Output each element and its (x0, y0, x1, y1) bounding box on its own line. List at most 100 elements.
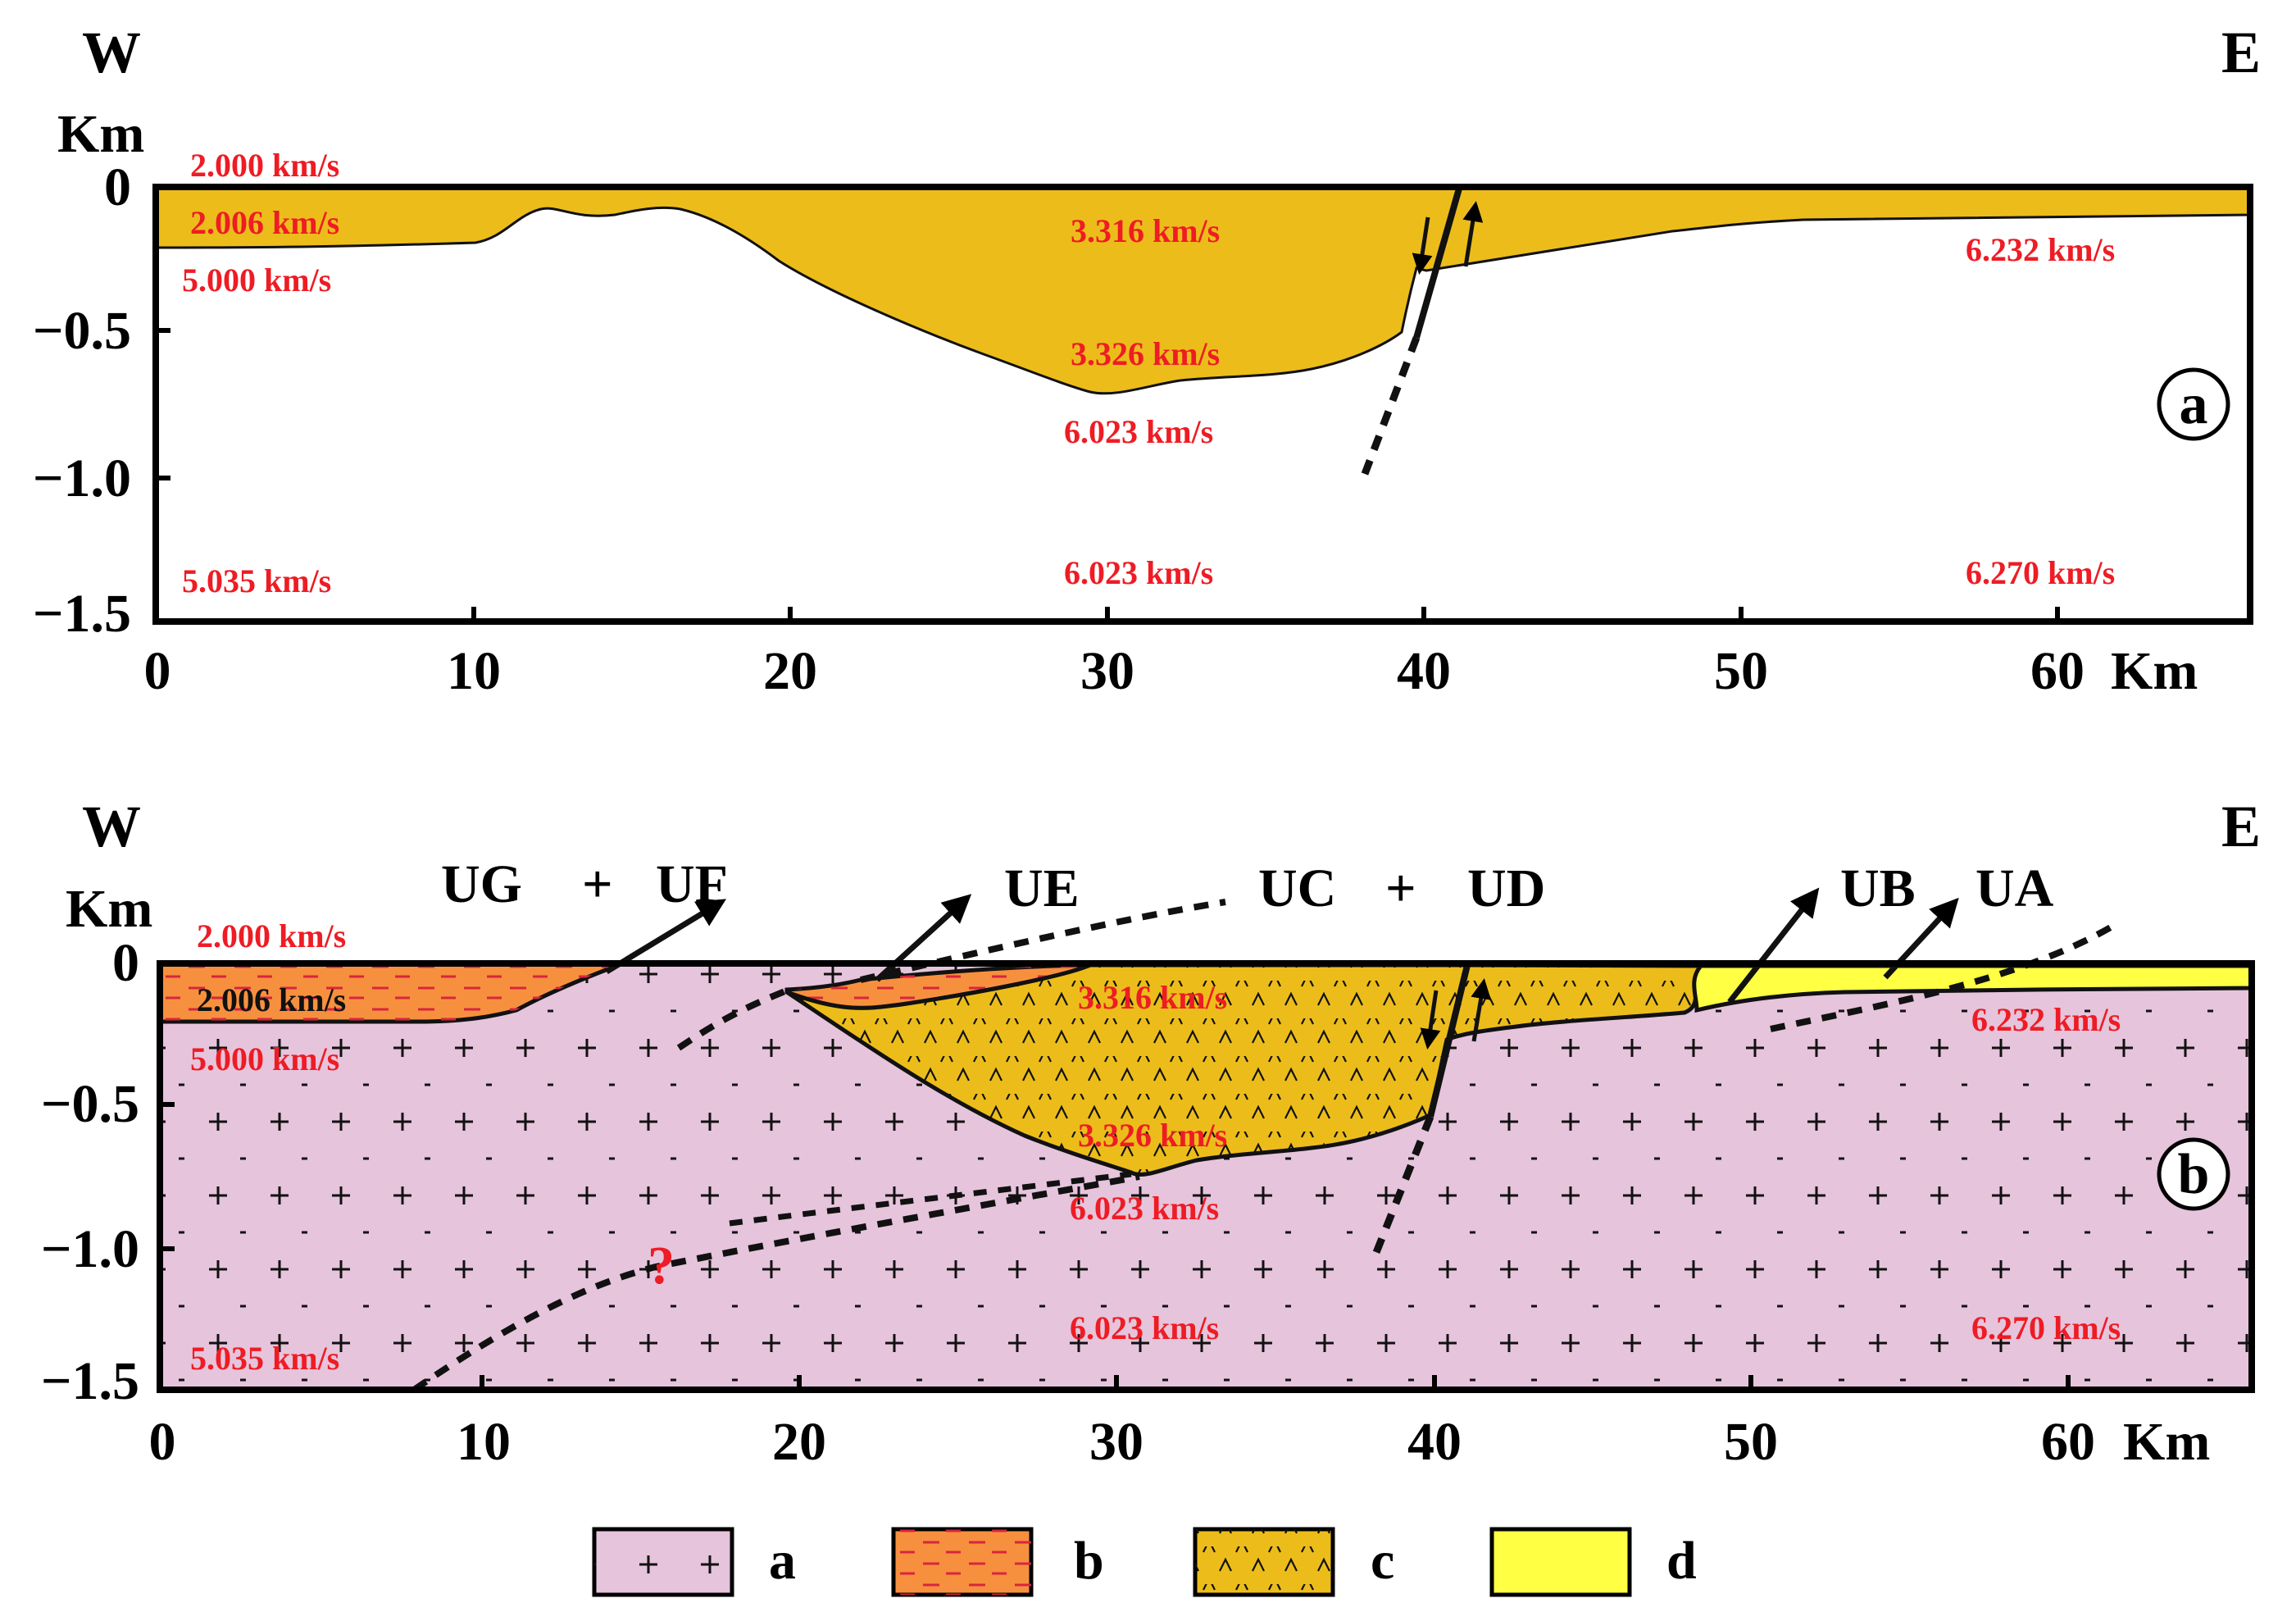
y-unit-label-a: Km (57, 104, 144, 164)
x-tick-label: 20 (772, 1412, 826, 1472)
fault-dashed-a (1361, 336, 1421, 476)
y-tick-label: −1.0 (33, 449, 131, 508)
unit-label-ua: UA (1975, 858, 2054, 918)
x-tick-label: 50 (1724, 1412, 1778, 1472)
velocity-label: 6.270 km/s (1966, 554, 2115, 591)
x-tick-label: 20 (763, 641, 817, 701)
west-label-a: W (82, 20, 141, 85)
legend-swatch-d (1489, 1527, 1632, 1597)
velocity-label: 2.006 km/s (197, 981, 346, 1018)
x-tick-label: 30 (1080, 641, 1134, 701)
velocity-label: 5.035 km/s (190, 1340, 339, 1377)
x-tick-label: 50 (1714, 641, 1768, 701)
y-tick-label: −1.0 (41, 1219, 139, 1279)
legend-swatch-c-texture (1195, 1529, 1333, 1595)
velocity-label: 5.035 km/s (182, 562, 331, 599)
velocity-labels-a: 2.000 km/s 2.006 km/s 5.000 km/s 3.316 k… (182, 147, 2115, 599)
y-tick-label: 0 (112, 933, 139, 993)
velocity-label: 3.316 km/s (1078, 979, 1227, 1016)
boundary-dashed-inner (729, 1171, 1132, 1227)
y-axis-a: 0 −0.5 −1.0 −1.5 (33, 157, 170, 644)
x-tick-label: 0 (149, 1412, 176, 1472)
unit-d-layer (1692, 963, 2254, 1013)
fault-arrow-down-b (1420, 990, 1441, 1050)
velocity-labels-b: 2.000 km/s 2.006 km/s 5.000 km/s 3.316 k… (190, 918, 2121, 1377)
velocity-label: 6.232 km/s (1971, 1001, 2121, 1038)
unit-labels: UG + UF UE UC + UD UB UA (441, 854, 2054, 918)
west-label-b: W (82, 794, 141, 859)
panel-b-label: b (2178, 1143, 2210, 1206)
frame-a (152, 184, 2253, 625)
y-tick-label: −1.5 (41, 1351, 139, 1411)
unit-label-plus: + (582, 854, 613, 914)
velocity-label: 2.006 km/s (190, 204, 339, 241)
legend: a b c d (592, 1527, 1697, 1597)
velocity-label: 6.023 km/s (1064, 554, 1213, 591)
x-unit-label-b: Km (2123, 1412, 2210, 1472)
y-tick-label: −0.5 (41, 1074, 139, 1134)
unit-label-uf: UF (656, 854, 728, 914)
velocity-label: 3.326 km/s (1071, 335, 1220, 372)
y-unit-label-b: Km (66, 879, 152, 939)
velocity-label: 6.270 km/s (1971, 1309, 2121, 1346)
unit-label-ug: UG (441, 854, 522, 914)
velocity-label: 6.023 km/s (1064, 413, 1213, 450)
x-tick-label: 60 (2030, 641, 2085, 701)
panel-b: W E Km (41, 794, 2261, 1472)
boundary-dashed-ug-uf (676, 987, 789, 1051)
x-unit-label-a: Km (2111, 641, 2198, 701)
fault-solid-a (1413, 187, 1462, 339)
unit-c-texture (787, 965, 1701, 1175)
fault-arrow-down-a (1412, 216, 1433, 275)
x-tick-label: 0 (144, 641, 171, 701)
x-tick-label: 60 (2041, 1412, 2095, 1472)
basin-fill-a (154, 185, 2252, 395)
y-tick-label: 0 (104, 157, 131, 217)
y-axis-b: 0 −0.5 −1.0 −1.5 (41, 933, 175, 1411)
velocity-label: 2.000 km/s (197, 918, 346, 954)
east-label-b: E (2221, 794, 2261, 859)
x-tick-label: 10 (457, 1412, 511, 1472)
panel-a-circle (2157, 367, 2230, 441)
unit-b-sliver-texture (787, 965, 1090, 1009)
legend-label-a: a (769, 1531, 796, 1591)
east-label-a: E (2221, 20, 2261, 85)
velocity-label: 2.000 km/s (190, 147, 339, 184)
fault-arrow-up-b (1471, 978, 1492, 1042)
boundary-dashed-ua (1770, 919, 2121, 1032)
panel-a-label: a (2180, 373, 2208, 436)
unit-label-plus: + (1385, 858, 1416, 918)
question-mark: ? (648, 1236, 675, 1296)
velocity-label: 6.023 km/s (1070, 1190, 1219, 1227)
legend-swatch-a-texture (594, 1529, 732, 1595)
boundary-dashed-deep (411, 1173, 1140, 1393)
y-tick-label: −1.5 (33, 584, 131, 644)
x-tick-label: 40 (1397, 641, 1451, 701)
unit-label-ub: UB (1840, 858, 1916, 918)
y-tick-label: −0.5 (33, 301, 131, 361)
fault-arrow-up-a (1462, 201, 1484, 267)
x-tick-label: 30 (1089, 1412, 1143, 1472)
unit-label-ud: UD (1467, 858, 1545, 918)
velocity-label: 6.232 km/s (1966, 231, 2115, 268)
velocity-label: 6.023 km/s (1070, 1309, 1219, 1346)
velocity-label: 5.000 km/s (182, 262, 331, 298)
panel-b-circle (2157, 1137, 2230, 1211)
x-tick-label: 10 (447, 641, 501, 701)
legend-label-b: b (1074, 1531, 1104, 1591)
x-axis-a: 0 10 20 30 40 50 60 Km (144, 607, 2198, 701)
velocity-label: 3.326 km/s (1078, 1117, 1227, 1154)
velocity-label: 5.000 km/s (190, 1041, 339, 1077)
x-axis-b: 0 10 20 30 40 50 60 Km (149, 1375, 2210, 1472)
unit-label-uc: UC (1258, 858, 1336, 918)
unit-label-ue: UE (1004, 858, 1080, 918)
unit-b-texture (160, 963, 623, 1022)
x-tick-label: 40 (1407, 1412, 1462, 1472)
velocity-label: 3.316 km/s (1071, 212, 1220, 249)
legend-label-d: d (1666, 1531, 1697, 1591)
frame-b (157, 960, 2255, 1393)
boundary-dashed-uc-ud (860, 899, 1226, 983)
legend-label-c: c (1371, 1531, 1394, 1591)
panel-a: W E Km 0 −0.5 −1.0 −1.5 (33, 20, 2261, 701)
